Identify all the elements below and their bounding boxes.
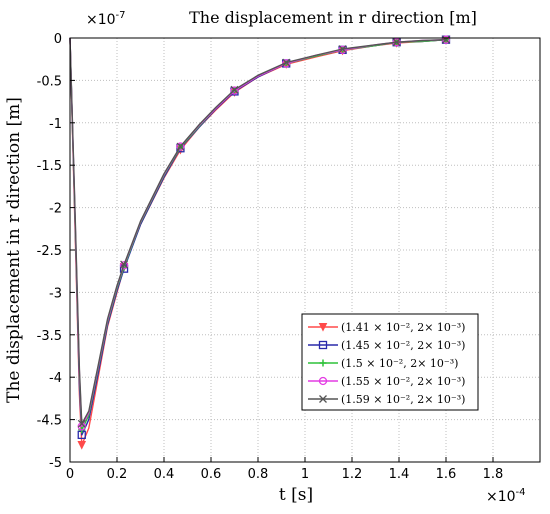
legend-item: (1.5 × 10⁻², 2× 10⁻³) <box>308 357 458 370</box>
x-tick-label: 1.4 <box>389 467 410 482</box>
legend-label: (1.59 × 10⁻², 2× 10⁻³) <box>341 393 465 406</box>
data-point <box>120 260 129 269</box>
legend-marker <box>319 395 327 403</box>
data-point <box>176 142 185 151</box>
data-point <box>442 35 450 44</box>
x-axis-multiplier-exponent: -4 <box>516 487 526 498</box>
x-axis-multiplier: ×10-4 <box>486 487 526 505</box>
data-point <box>119 261 129 270</box>
y-axis-label: The displacement in r direction [m] <box>4 97 24 403</box>
data-point <box>338 45 347 53</box>
chart-title: The displacement in r direction [m] <box>189 8 477 27</box>
x-axis-multiplier-base: ×10 <box>486 489 516 505</box>
x-tick-label: 1.2 <box>342 467 363 482</box>
y-tick-label: -2.5 <box>37 244 62 259</box>
y-tick-label: -3 <box>49 286 62 301</box>
data-point <box>176 142 185 151</box>
y-tick-label: 0 <box>54 32 62 47</box>
legend-label: (1.55 × 10⁻², 2× 10⁻³) <box>341 375 465 388</box>
y-tick-label: -3.5 <box>37 329 62 344</box>
data-point <box>282 58 291 67</box>
x-tick-label: 0.2 <box>107 467 128 482</box>
legend-label: (1.5 × 10⁻², 2× 10⁻³) <box>341 357 458 370</box>
x-tick-label: 0.8 <box>248 467 269 482</box>
data-point <box>392 38 401 47</box>
legend-item: (1.59 × 10⁻², 2× 10⁻³) <box>308 393 465 406</box>
y-tick-label: -0.5 <box>37 74 62 89</box>
y-axis-multiplier: ×10-7 <box>86 10 126 28</box>
y-tick-label: -2 <box>49 202 62 217</box>
legend-label: (1.45 × 10⁻², 2× 10⁻³) <box>341 339 465 352</box>
legend-marker <box>319 359 327 367</box>
axes <box>69 37 541 463</box>
x-tick-label: 0.6 <box>201 467 222 482</box>
y-tick-label: -5 <box>49 456 62 471</box>
y-tick-label: -4 <box>49 371 62 386</box>
series-group <box>69 35 451 450</box>
legend-item: (1.45 × 10⁻², 2× 10⁻³) <box>308 339 465 352</box>
y-tick-label: -1.5 <box>37 159 62 174</box>
legend-item: (1.55 × 10⁻², 2× 10⁻³) <box>308 375 465 388</box>
x-tick-label: 1.8 <box>483 467 504 482</box>
data-point <box>77 441 87 450</box>
data-point <box>77 419 86 428</box>
legend-box <box>301 313 479 411</box>
x-tick-label: 1 <box>301 467 309 482</box>
x-tick-label: 1.6 <box>436 467 457 482</box>
legend: (1.41 × 10⁻², 2× 10⁻³) (1.45 × 10⁻², 2× 1… <box>301 313 479 411</box>
x-axis-label: t [s] <box>279 485 313 505</box>
legend-label: (1.41 × 10⁻², 2× 10⁻³) <box>341 321 465 334</box>
y-tick-label: -1 <box>49 117 62 132</box>
y-axis-multiplier-exponent: -7 <box>116 10 126 21</box>
legend-marker <box>318 323 328 332</box>
tick-labels: 0 0.2 0.4 0.6 0.8 1 1.2 1.4 1.6 1.8 0 -0.5 -1 -1.5 -2 -… <box>37 32 504 482</box>
x-tick-label: 0 <box>66 467 74 482</box>
legend-marker <box>318 376 328 386</box>
legend-marker <box>318 340 328 350</box>
series-x <box>69 35 450 428</box>
plot-frame <box>69 37 541 463</box>
data-point <box>230 85 239 94</box>
data-point <box>230 86 239 95</box>
x-tick-label: 0.4 <box>154 467 175 482</box>
legend-item: (1.41 × 10⁻², 2× 10⁻³) <box>308 321 465 334</box>
y-axis-multiplier-base: ×10 <box>86 12 116 28</box>
y-tick-label: -4.5 <box>37 414 62 429</box>
